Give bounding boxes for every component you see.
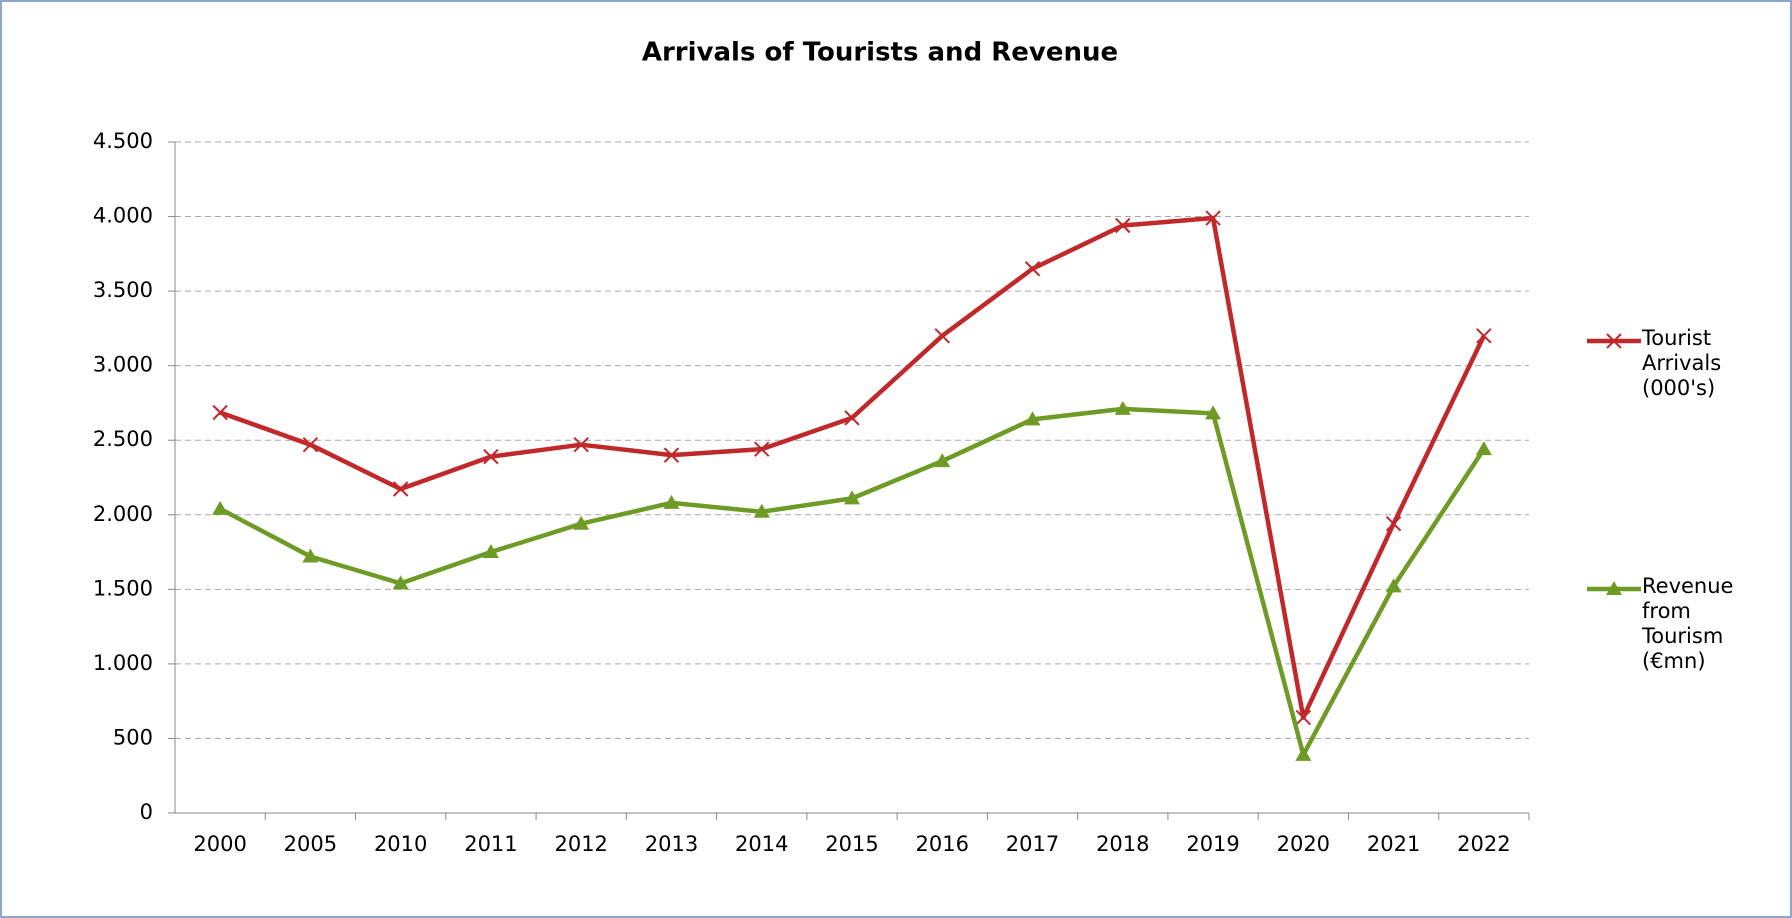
x-tick-label: 2014 bbox=[735, 832, 788, 856]
point-marker bbox=[1024, 411, 1041, 426]
point-marker bbox=[1114, 400, 1131, 415]
point-marker bbox=[212, 404, 228, 421]
point-marker bbox=[573, 515, 590, 530]
y-tick-label: 4.500 bbox=[93, 129, 153, 153]
point-marker bbox=[1295, 746, 1312, 761]
point-marker bbox=[392, 481, 409, 497]
legend-label: Revenue from Tourism (€mn) bbox=[1642, 574, 1734, 673]
legend-entry: Tourist Arrivals (000's) bbox=[1642, 326, 1722, 400]
point-marker bbox=[392, 575, 409, 590]
point-marker bbox=[573, 436, 589, 453]
point-marker bbox=[302, 548, 319, 563]
y-tick-label: 0 bbox=[140, 800, 153, 824]
x-tick-label: 2012 bbox=[554, 832, 607, 856]
point-marker bbox=[1476, 328, 1492, 344]
x-tick-label: 2015 bbox=[825, 832, 878, 856]
point-marker bbox=[1475, 441, 1492, 456]
y-tick-label: 1.500 bbox=[93, 576, 153, 600]
x-tick-label: 2018 bbox=[1096, 832, 1149, 856]
y-tick-label: 3.000 bbox=[93, 353, 153, 377]
y-tick-label: 500 bbox=[113, 725, 153, 749]
y-tick-label: 3.500 bbox=[93, 278, 153, 302]
point-marker bbox=[844, 410, 860, 426]
x-tick-label: 2016 bbox=[916, 832, 969, 856]
x-tick-label: 2022 bbox=[1457, 832, 1510, 856]
x-tick-label: 2020 bbox=[1277, 832, 1330, 856]
y-tick-label: 2.500 bbox=[93, 427, 153, 451]
point-marker bbox=[753, 503, 770, 518]
point-marker bbox=[1205, 405, 1222, 420]
x-tick-label: 2011 bbox=[464, 832, 517, 856]
point-marker bbox=[483, 448, 499, 465]
point-marker bbox=[482, 544, 499, 559]
legend-entry: Revenue from Tourism (€mn) bbox=[1642, 574, 1734, 673]
x-tick-label: 2017 bbox=[1006, 832, 1059, 856]
point-marker bbox=[1385, 516, 1402, 532]
chart-title: Arrivals of Tourists and Revenue bbox=[642, 38, 1118, 68]
x-tick-label: 2019 bbox=[1186, 832, 1239, 856]
point-marker bbox=[934, 453, 951, 468]
point-marker bbox=[663, 494, 680, 509]
point-marker bbox=[302, 436, 319, 453]
x-tick-label: 2005 bbox=[284, 832, 337, 856]
legend-marker bbox=[1606, 581, 1622, 595]
point-marker bbox=[663, 447, 680, 463]
point-marker bbox=[1295, 709, 1312, 726]
legend-label: Tourist Arrivals (000's) bbox=[1642, 326, 1722, 400]
x-tick-label: 2021 bbox=[1367, 832, 1420, 856]
point-marker bbox=[1115, 217, 1131, 234]
legend-marker bbox=[1606, 333, 1622, 349]
point-marker bbox=[754, 441, 770, 457]
point-marker bbox=[934, 328, 950, 344]
point-marker bbox=[212, 500, 229, 515]
y-tick-label: 2.000 bbox=[93, 502, 153, 526]
point-marker bbox=[1024, 261, 1041, 277]
y-tick-label: 4.000 bbox=[93, 204, 153, 228]
x-tick-label: 2013 bbox=[645, 832, 698, 856]
point-marker bbox=[844, 490, 860, 505]
point-marker bbox=[1205, 210, 1221, 226]
point-marker bbox=[1385, 578, 1402, 593]
x-tick-label: 2000 bbox=[193, 832, 246, 856]
x-tick-label: 2010 bbox=[374, 832, 427, 856]
y-tick-label: 1.000 bbox=[93, 651, 153, 675]
